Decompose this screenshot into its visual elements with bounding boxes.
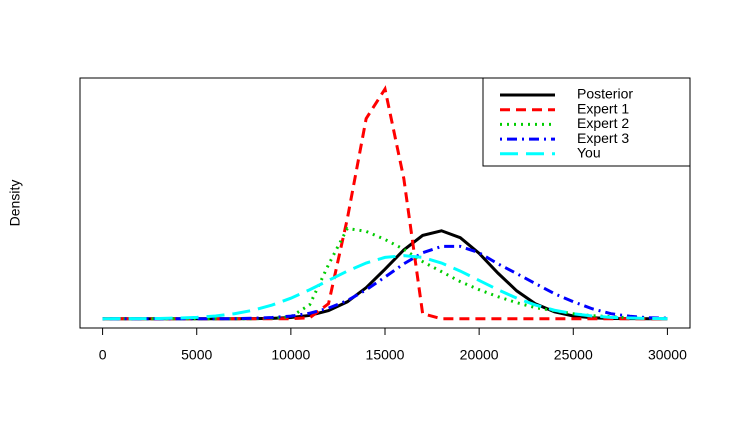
x-tick-label: 20000 xyxy=(460,347,499,363)
x-tick-label: 25000 xyxy=(554,347,593,363)
legend-label: Expert 2 xyxy=(577,115,629,131)
legend-label: You xyxy=(577,145,601,161)
x-tick-label: 10000 xyxy=(271,347,310,363)
legend-label: Expert 1 xyxy=(577,100,629,116)
series-line xyxy=(102,254,668,321)
y-axis-label: Density xyxy=(7,180,23,227)
legend-label: Posterior xyxy=(577,86,633,102)
series-line xyxy=(102,85,668,321)
x-tick-label: 5000 xyxy=(181,347,212,363)
legend-label: Expert 3 xyxy=(577,130,629,146)
x-tick-label: 30000 xyxy=(648,347,687,363)
series-line xyxy=(102,226,668,321)
legend-box xyxy=(482,77,691,167)
series-line xyxy=(102,229,668,321)
x-tick-label: 0 xyxy=(99,347,107,363)
x-tick-label: 15000 xyxy=(366,347,405,363)
